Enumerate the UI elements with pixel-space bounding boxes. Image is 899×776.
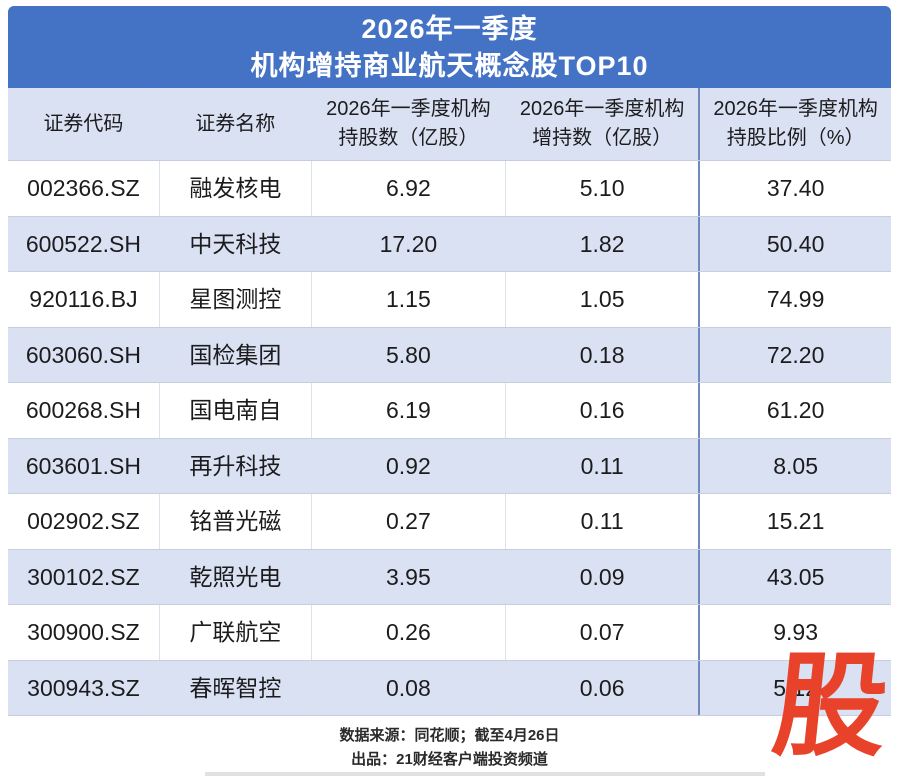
cell-code: 002366.SZ xyxy=(8,161,160,216)
title-line2: 机构增持商业航天概念股TOP10 xyxy=(250,51,649,81)
cell-ratio: 9.93 xyxy=(773,619,818,646)
cell-increase: 0.11 xyxy=(506,494,701,549)
cell-increase: 1.05 xyxy=(506,272,701,327)
cell-increase: 1.82 xyxy=(506,216,701,271)
cell-ratio: 50.40 xyxy=(766,230,825,257)
cell-ratio: 8.05 xyxy=(773,452,818,479)
cell-holdings: 1.15 xyxy=(312,272,506,327)
cell-ratio: 15.21 xyxy=(766,508,825,535)
footer-producer: 出品：21财经客户端投资频道 xyxy=(351,750,548,768)
cell-code: 300943.SZ xyxy=(8,660,160,715)
cell-name: 广联航空 xyxy=(160,605,312,660)
cell-code: 300900.SZ xyxy=(8,605,160,660)
cell-ratio: 74.99 xyxy=(766,286,825,313)
column-header-ratio: 2026年一季度机构 持股比例（%） xyxy=(700,88,891,160)
table-row: 920116.BJ 星图测控 1.15 1.05 74.99 xyxy=(8,271,891,327)
cell-code: 600522.SH xyxy=(8,216,160,271)
footer: 数据来源：同花顺；截至4月26日 出品：21财经客户端投资频道 xyxy=(8,716,891,776)
cell-ratio: 72.20 xyxy=(766,341,825,368)
table-row: 300102.SZ 乾照光电 3.95 0.09 43.05 xyxy=(8,548,891,604)
cell-holdings: 6.19 xyxy=(312,383,506,438)
footer-source: 数据来源：同花顺；截至4月26日 xyxy=(339,726,560,744)
table-header-row: 证券代码 证券名称 2026年一季度机构 持股数（亿股） 2026年一季度机构 … xyxy=(8,88,891,160)
cell-holdings: 3.95 xyxy=(312,549,506,604)
cell-ratio: 5.12 xyxy=(773,674,818,701)
table-row: 603060.SH 国检集团 5.80 0.18 72.20 xyxy=(8,326,891,382)
column-header-holdings-line1: 2026年一季度机构 xyxy=(326,98,491,120)
column-header-name-line1: 证券名称 xyxy=(195,112,276,135)
column-header-holdings: 2026年一季度机构 持股数（亿股） xyxy=(312,88,506,160)
cell-increase: 0.09 xyxy=(506,549,701,604)
cell-ratio: 61.20 xyxy=(766,397,825,424)
cell-holdings: 5.80 xyxy=(312,327,506,382)
cell-code: 600268.SH xyxy=(8,383,160,438)
cell-increase: 0.07 xyxy=(506,605,701,660)
content-wrap: 2026年一季度 机构增持商业航天概念股TOP10 证券代码 证券名称 2026… xyxy=(8,6,891,776)
column-header-name: 证券名称 xyxy=(160,88,312,160)
cell-code: 920116.BJ xyxy=(8,272,160,327)
column-header-increase-line1: 2026年一季度机构 xyxy=(519,98,685,120)
cell-name: 再升科技 xyxy=(160,438,312,493)
table-row: 600522.SH 中天科技 17.20 1.82 50.40 xyxy=(8,215,891,271)
column-header-increase: 2026年一季度机构 增持数（亿股） xyxy=(506,88,701,160)
title-line1: 2026年一季度 xyxy=(361,14,538,44)
cell-ratio: 37.40 xyxy=(766,175,825,202)
cell-name: 乾照光电 xyxy=(160,549,312,604)
cell-increase: 5.10 xyxy=(506,161,701,216)
data-table: 证券代码 证券名称 2026年一季度机构 持股数（亿股） 2026年一季度机构 … xyxy=(8,88,891,716)
table-row: 002366.SZ 融发核电 6.92 5.10 37.40 xyxy=(8,160,891,216)
table-row: 002902.SZ 铭普光磁 0.27 0.11 15.21 xyxy=(8,493,891,549)
cell-increase: 0.16 xyxy=(506,383,701,438)
cell-holdings: 6.92 xyxy=(312,161,506,216)
title-banner: 2026年一季度 机构增持商业航天概念股TOP10 xyxy=(8,6,891,88)
column-header-code-line1: 证券代码 xyxy=(43,112,124,135)
column-header-ratio-line2: 持股比例（%） xyxy=(726,127,865,149)
stock-logo-glyph: 股 xyxy=(767,643,894,769)
table-row: 300900.SZ 广联航空 0.26 0.07 9.93 xyxy=(8,604,891,660)
cell-holdings: 0.27 xyxy=(312,494,506,549)
cell-code: 002902.SZ xyxy=(8,494,160,549)
column-header-holdings-line2: 持股数（亿股） xyxy=(338,127,479,149)
table-row: 600268.SH 国电南自 6.19 0.16 61.20 xyxy=(8,382,891,438)
column-header-increase-line2: 增持数（亿股） xyxy=(532,127,673,149)
cell-name: 中天科技 xyxy=(160,216,312,271)
cell-holdings: 0.92 xyxy=(312,438,506,493)
column-header-ratio-line1: 2026年一季度机构 xyxy=(713,98,878,120)
cell-holdings: 0.26 xyxy=(312,605,506,660)
cell-name: 星图测控 xyxy=(160,272,312,327)
cell-name: 国检集团 xyxy=(160,327,312,382)
cell-increase: 0.06 xyxy=(506,660,701,715)
cell-increase: 0.11 xyxy=(506,438,701,493)
cell-name: 融发核电 xyxy=(160,161,312,216)
cell-holdings: 17.20 xyxy=(312,216,506,271)
cell-name: 春晖智控 xyxy=(160,660,312,715)
cell-code: 300102.SZ xyxy=(8,549,160,604)
cell-name: 国电南自 xyxy=(160,383,312,438)
cell-ratio: 43.05 xyxy=(766,563,825,590)
cutoff-edge-artifact xyxy=(205,772,765,776)
cell-code: 603060.SH xyxy=(8,327,160,382)
cell-holdings: 0.08 xyxy=(312,660,506,715)
cell-name: 铭普光磁 xyxy=(160,494,312,549)
column-header-code: 证券代码 xyxy=(8,88,160,160)
cell-increase: 0.18 xyxy=(506,327,701,382)
table-row: 603601.SH 再升科技 0.92 0.11 8.05 xyxy=(8,437,891,493)
cell-code: 603601.SH xyxy=(8,438,160,493)
table-row: 300943.SZ 春晖智控 0.08 0.06 5.12 xyxy=(8,659,891,715)
